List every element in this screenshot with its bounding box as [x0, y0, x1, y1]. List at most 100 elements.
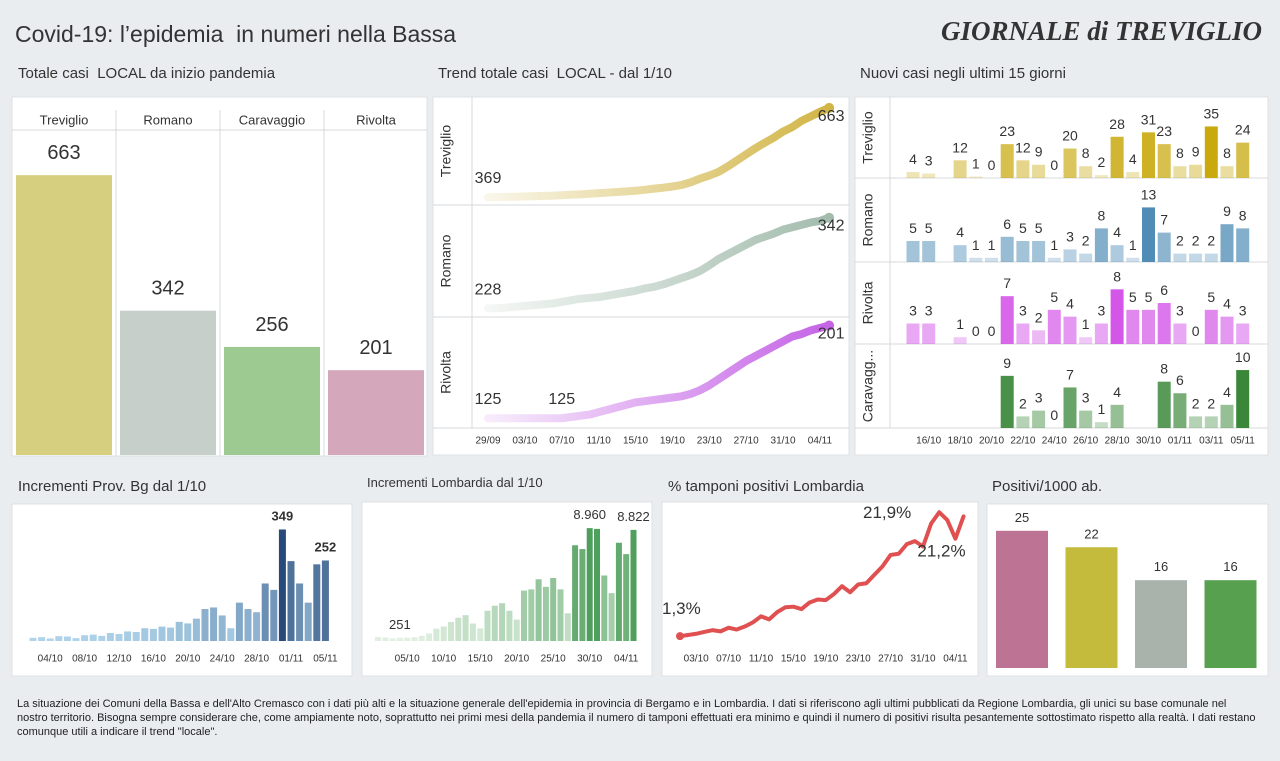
chart-title: Incrementi Prov. Bg dal 1/10 — [18, 478, 206, 495]
x-tick-label: 04/11 — [808, 436, 833, 447]
bar — [1157, 381, 1171, 428]
value-label: 16 — [1223, 559, 1237, 574]
bar — [1110, 136, 1124, 178]
value-label: 251 — [389, 617, 411, 632]
value-label: 2 — [1192, 395, 1200, 411]
row-label: Rivolta — [438, 351, 454, 394]
value-label: 9 — [1192, 144, 1200, 160]
value-label: 4 — [1066, 296, 1074, 312]
x-tick-label: 23/10 — [846, 654, 871, 665]
value-label: 201 — [818, 326, 845, 343]
x-tick-label: 28/10 — [244, 654, 269, 665]
bar — [513, 619, 520, 641]
value-label: 5 — [925, 220, 933, 236]
bar — [224, 346, 320, 455]
value-label: 3 — [909, 303, 917, 319]
value-label: 0 — [988, 157, 996, 173]
value-label: 663 — [818, 108, 845, 125]
bar — [426, 633, 433, 641]
panel — [432, 96, 850, 456]
value-label: 2 — [1176, 233, 1184, 249]
bar — [1204, 416, 1218, 428]
value-label: 342 — [818, 218, 845, 235]
line — [678, 510, 966, 639]
bar — [433, 628, 440, 641]
value-label: 22 — [1084, 526, 1098, 541]
x-tick-label: Treviglio — [40, 112, 89, 127]
bar — [1173, 323, 1187, 344]
x-tick-label: 20/10 — [175, 654, 200, 665]
bar — [985, 257, 998, 262]
bar — [469, 623, 476, 641]
value-label: 25 — [1015, 510, 1029, 525]
x-tick-label: Rivolta — [356, 112, 397, 127]
row-label: Romano — [860, 193, 876, 246]
value-label: 6 — [1003, 216, 1011, 232]
bar — [969, 176, 983, 178]
value-label: 4 — [1113, 224, 1121, 240]
bar — [175, 621, 183, 641]
bar — [98, 635, 106, 641]
bar — [557, 589, 564, 641]
bar — [321, 560, 329, 641]
bar — [1032, 410, 1046, 428]
value-label: 1 — [988, 237, 996, 253]
value-label: 4 — [909, 151, 917, 167]
bar — [1000, 236, 1014, 262]
value-label: 3 — [1176, 303, 1184, 319]
bar — [1016, 416, 1030, 428]
bar — [623, 554, 630, 641]
x-tick-label: 23/10 — [697, 436, 722, 447]
bar — [1016, 160, 1030, 178]
bar — [1126, 172, 1140, 178]
bar — [1135, 580, 1187, 668]
value-label: 8 — [1113, 268, 1121, 284]
value-label: 0 — [1050, 157, 1058, 173]
bar — [72, 638, 80, 641]
bar — [542, 586, 549, 641]
x-tick-label: 15/10 — [468, 654, 493, 665]
value-label: 3 — [925, 153, 933, 169]
bar — [506, 610, 513, 641]
bar — [1063, 387, 1077, 428]
value-label: 256 — [255, 314, 288, 336]
bar — [1173, 393, 1187, 428]
bar — [586, 528, 593, 641]
logo: GIORNALE di TREVIGLIO — [941, 16, 1262, 46]
bar — [1157, 144, 1171, 178]
bar — [261, 583, 269, 641]
value-label: 21,9% — [863, 503, 911, 522]
bar — [270, 589, 278, 641]
bar — [46, 638, 54, 641]
bar — [313, 564, 321, 641]
bar — [201, 609, 209, 641]
value-label: 24 — [1235, 122, 1251, 138]
bar — [969, 257, 983, 262]
bar — [1236, 142, 1250, 178]
value-label: 4 — [1113, 384, 1121, 400]
value-label: 3 — [1019, 303, 1027, 319]
bar — [564, 613, 571, 641]
bar — [158, 626, 166, 641]
x-tick-label: 01/11 — [279, 654, 304, 665]
bar — [528, 589, 535, 641]
value-label: 1,3% — [662, 599, 701, 618]
value-label: 3 — [1035, 390, 1043, 406]
value-label: 5 — [1129, 289, 1137, 305]
value-label: 7 — [1003, 275, 1011, 291]
x-tick-label: 07/10 — [549, 436, 574, 447]
bar — [462, 615, 469, 641]
bar — [1126, 257, 1140, 262]
value-label: 349 — [272, 508, 294, 523]
bar — [1189, 253, 1203, 262]
value-label: 10 — [1235, 349, 1251, 365]
bar — [1142, 309, 1155, 344]
bar — [1032, 164, 1046, 178]
end-point — [824, 102, 835, 113]
bar — [411, 637, 418, 641]
bar — [1110, 404, 1124, 428]
bar — [1173, 166, 1187, 178]
bar — [1220, 224, 1234, 262]
bar — [550, 578, 557, 641]
value-label: 2 — [1192, 233, 1200, 249]
